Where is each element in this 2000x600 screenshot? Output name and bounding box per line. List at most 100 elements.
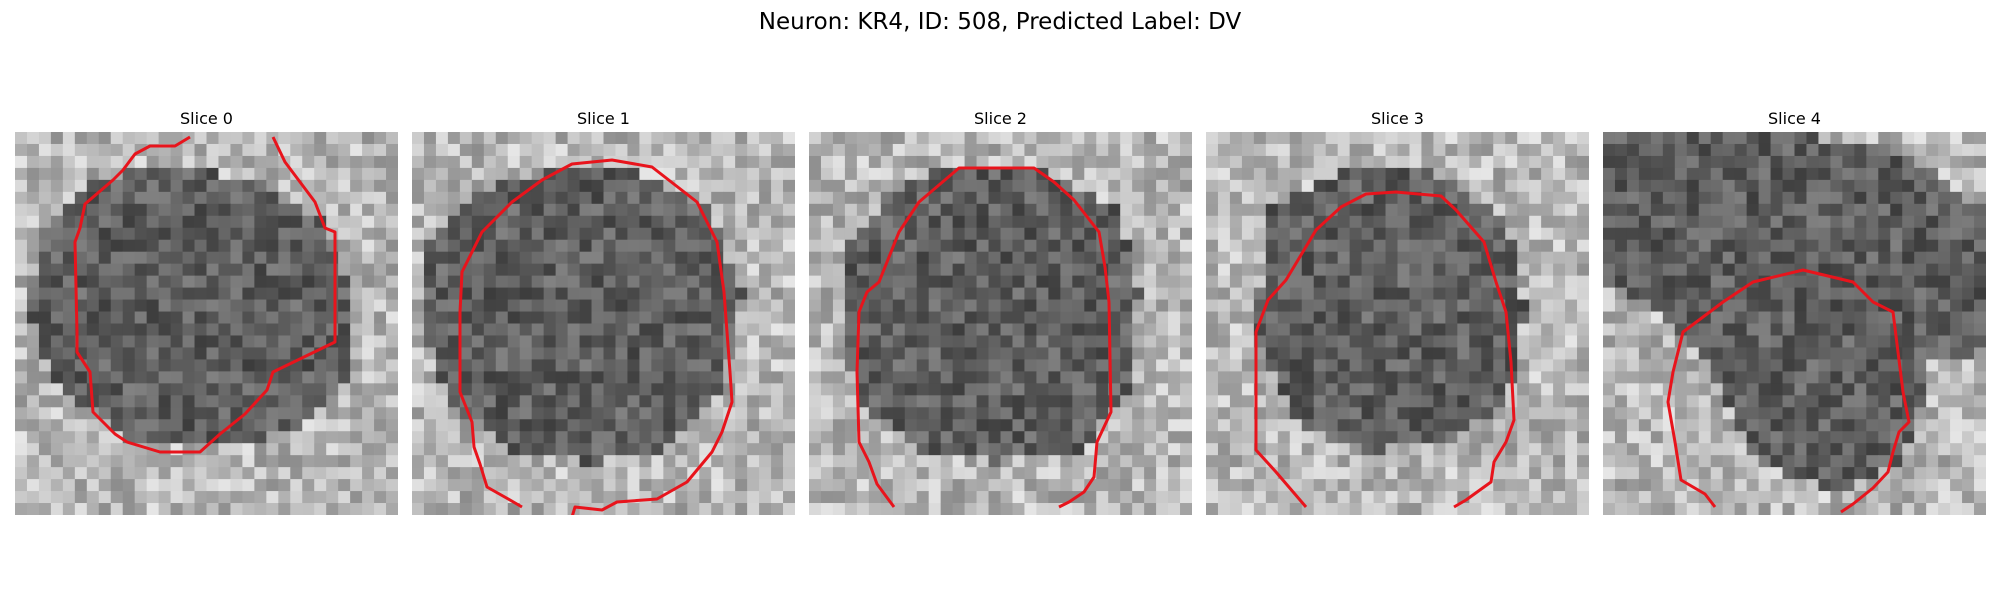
pixel xyxy=(26,275,40,288)
pixel xyxy=(615,503,628,515)
pixel xyxy=(1168,455,1181,468)
pixel xyxy=(290,251,303,265)
pixel xyxy=(543,179,557,193)
pixel xyxy=(1144,143,1157,157)
pixel xyxy=(1084,359,1097,372)
pixel xyxy=(122,132,136,145)
pixel xyxy=(1770,383,1783,396)
pixel xyxy=(675,455,688,468)
pixel xyxy=(26,287,40,300)
pixel xyxy=(1072,132,1085,145)
pixel xyxy=(98,407,112,420)
pixel xyxy=(1397,143,1410,157)
pixel xyxy=(495,275,509,288)
pixel xyxy=(1349,299,1362,312)
pixel xyxy=(1206,335,1219,348)
pixel xyxy=(1914,179,1927,193)
pixel xyxy=(555,191,568,205)
pixel xyxy=(1914,251,1927,265)
pixel xyxy=(1096,395,1109,408)
pixel xyxy=(471,383,485,396)
pixel xyxy=(555,359,568,372)
pixel xyxy=(820,155,834,169)
pixel xyxy=(723,479,736,492)
pixel xyxy=(1758,431,1771,444)
pixel xyxy=(230,263,243,277)
pixel xyxy=(412,335,425,348)
pixel xyxy=(1529,179,1542,193)
pixel xyxy=(687,239,700,253)
pixel xyxy=(1734,191,1748,205)
pixel xyxy=(603,335,616,348)
pixel xyxy=(1638,179,1652,193)
pixel xyxy=(1060,299,1073,312)
pixel xyxy=(1746,215,1759,229)
pixel xyxy=(1241,347,1255,360)
pixel xyxy=(1421,251,1434,265)
pixel xyxy=(1818,299,1831,312)
pixel xyxy=(844,371,858,384)
pixel xyxy=(447,155,461,169)
pixel xyxy=(783,215,795,229)
pixel xyxy=(820,239,834,253)
pixel xyxy=(1409,395,1422,408)
pixel xyxy=(1493,227,1506,241)
pixel xyxy=(362,287,375,300)
pixel xyxy=(1012,419,1025,432)
pixel xyxy=(687,299,700,312)
pixel xyxy=(86,479,100,492)
pixel xyxy=(412,491,425,504)
pixel xyxy=(1132,431,1145,444)
pixel xyxy=(471,491,485,504)
pixel xyxy=(1734,347,1748,360)
pixel xyxy=(38,239,52,253)
pixel xyxy=(1614,299,1628,312)
pixel xyxy=(1686,299,1700,312)
pixel xyxy=(675,371,688,384)
pixel xyxy=(326,347,339,360)
pixel xyxy=(50,491,64,504)
pixel xyxy=(1445,275,1458,288)
pixel xyxy=(134,431,148,444)
pixel xyxy=(1445,227,1458,241)
pixel xyxy=(1012,431,1025,444)
pixel xyxy=(1529,395,1542,408)
pixel xyxy=(1734,215,1748,229)
pixel xyxy=(15,395,28,408)
pixel xyxy=(1577,287,1589,300)
pixel xyxy=(1553,359,1566,372)
pixel xyxy=(1806,371,1819,384)
pixel xyxy=(194,167,207,181)
pixel xyxy=(1180,503,1192,515)
pixel xyxy=(1168,407,1181,420)
pixel xyxy=(543,275,557,288)
pixel xyxy=(483,251,497,265)
pixel xyxy=(1481,455,1494,468)
pixel xyxy=(50,263,64,277)
pixel xyxy=(1036,419,1049,432)
pixel xyxy=(916,167,930,181)
pixel xyxy=(98,479,112,492)
pixel xyxy=(194,335,207,348)
pixel xyxy=(771,467,784,480)
pixel xyxy=(1914,407,1927,420)
pixel xyxy=(747,395,760,408)
pixel xyxy=(278,383,291,396)
pixel xyxy=(326,431,339,444)
pixel xyxy=(374,191,387,205)
pixel xyxy=(459,371,473,384)
pixel xyxy=(531,203,545,217)
pixel xyxy=(892,371,906,384)
pixel xyxy=(880,323,894,336)
pixel xyxy=(1878,311,1891,324)
pixel xyxy=(218,323,231,336)
pixel xyxy=(1060,239,1073,253)
pixel xyxy=(1950,419,1963,432)
pixel xyxy=(386,395,398,408)
pixel xyxy=(1385,215,1398,229)
pixel xyxy=(1662,251,1676,265)
pixel xyxy=(1854,191,1867,205)
pixel xyxy=(507,311,521,324)
pixel xyxy=(278,251,291,265)
pixel xyxy=(182,347,195,360)
